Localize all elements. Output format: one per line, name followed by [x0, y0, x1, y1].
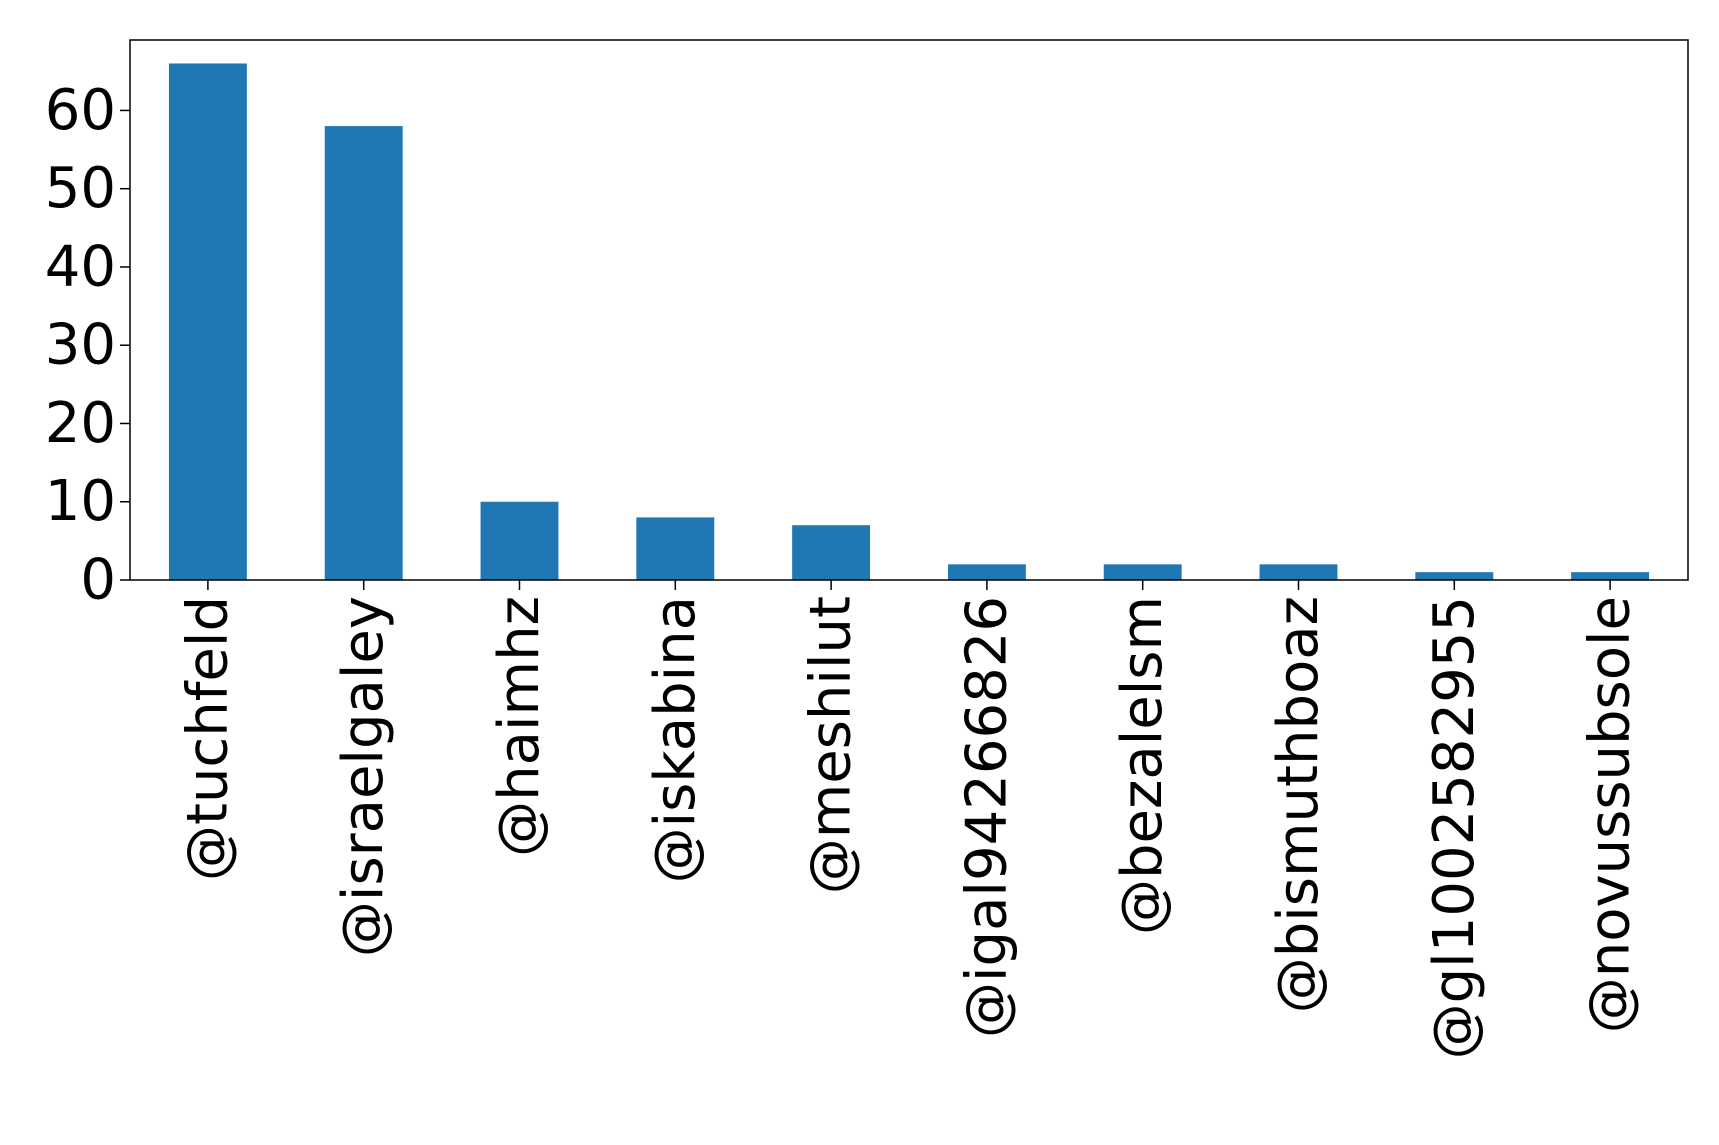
x-tick-label: @igal94266826	[954, 596, 1019, 1038]
y-axis: 0 10 20 30 40 50 60	[45, 78, 130, 613]
x-tick-label: @novussubsole	[1578, 596, 1643, 1033]
bar-bismuthboaz	[1259, 564, 1338, 580]
x-tick-label: @haimhz	[487, 596, 552, 857]
x-tick-label: @bismuthboaz	[1266, 596, 1331, 1013]
bar-igal94266826	[947, 564, 1026, 580]
x-tick-label: @bezalelsm	[1110, 596, 1175, 935]
bar-haimhz	[480, 501, 559, 580]
y-tick-label: 50	[45, 156, 116, 221]
y-tick-label: 0	[80, 548, 116, 613]
bar-iskabina	[636, 517, 715, 580]
y-tick-label: 30	[45, 313, 116, 378]
y-tick-label: 20	[45, 391, 116, 456]
bar-novussubsole	[1571, 572, 1650, 580]
bar-gl1002582955	[1415, 572, 1494, 580]
x-tick-label: @tuchfeld	[175, 596, 240, 881]
x-tick-label: @iskabina	[643, 596, 708, 883]
y-tick-label: 60	[45, 78, 116, 143]
bars-group	[168, 63, 1650, 580]
x-tick-label: @gl10025829​55	[1422, 596, 1487, 1059]
y-tick-label: 10	[45, 469, 116, 534]
x-axis: @tuchfeld @israelgaley @haimhz @iskabina @me…	[175, 580, 1643, 1059]
x-tick-label: @israelgaley	[331, 596, 396, 957]
bar-bezalelsm	[1103, 564, 1182, 580]
x-tick-label: @meshilut	[799, 596, 864, 894]
y-tick-label: 40	[45, 234, 116, 299]
bar-tuchfeld	[168, 63, 247, 580]
bar-meshilut	[792, 525, 871, 580]
plot-frame	[129, 39, 1689, 581]
bar-israelgaley	[324, 126, 403, 580]
